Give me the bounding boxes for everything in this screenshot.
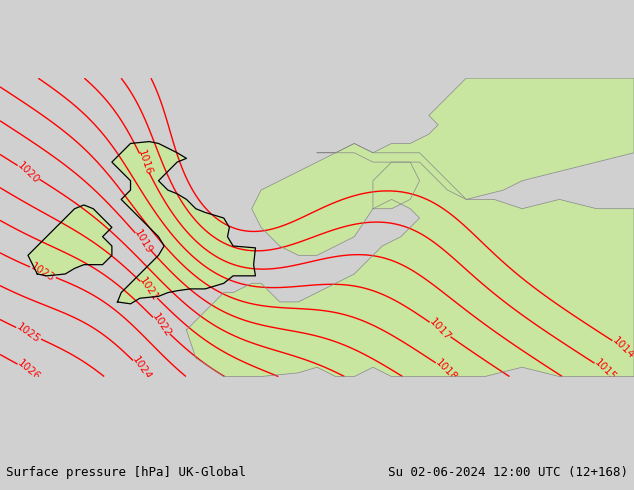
Text: 1020: 1020: [16, 160, 42, 185]
Polygon shape: [28, 205, 112, 276]
Text: 1024: 1024: [130, 355, 153, 383]
Text: 1015: 1015: [592, 357, 618, 383]
Text: 1017: 1017: [427, 317, 453, 343]
Text: Surface pressure [hPa] UK-Global: Surface pressure [hPa] UK-Global: [6, 466, 247, 479]
Text: 1023: 1023: [29, 261, 56, 284]
Text: 1019: 1019: [132, 228, 154, 256]
Polygon shape: [317, 78, 634, 199]
Text: 1018: 1018: [434, 357, 460, 383]
Polygon shape: [373, 162, 420, 209]
Text: 1014: 1014: [611, 335, 634, 360]
Text: 1021: 1021: [138, 276, 160, 303]
Polygon shape: [186, 144, 634, 376]
Text: 1025: 1025: [15, 321, 42, 345]
Polygon shape: [112, 142, 256, 304]
Text: Su 02-06-2024 12:00 UTC (12+168): Su 02-06-2024 12:00 UTC (12+168): [387, 466, 628, 479]
Text: 1022: 1022: [150, 312, 173, 340]
Text: 1016: 1016: [136, 149, 153, 177]
Text: 1026: 1026: [16, 358, 42, 383]
